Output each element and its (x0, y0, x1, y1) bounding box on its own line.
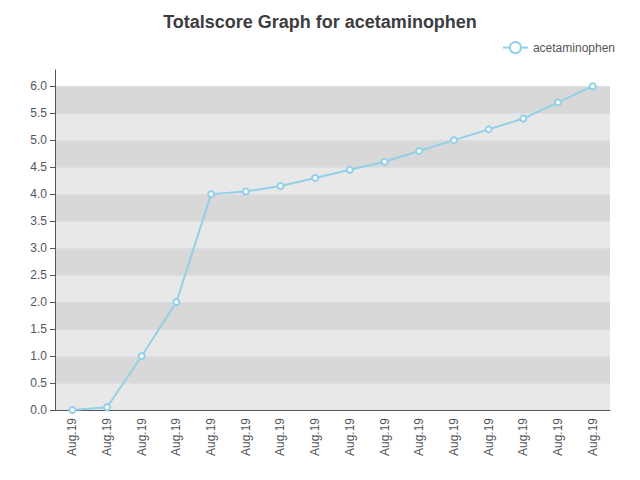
svg-text:Aug.19: Aug.19 (551, 418, 565, 456)
svg-text:2.5: 2.5 (30, 268, 47, 282)
svg-text:Aug.19: Aug.19 (516, 418, 530, 456)
svg-text:Aug.19: Aug.19 (239, 418, 253, 456)
svg-text:Totalscore Graph for acetamino: Totalscore Graph for acetaminophen (163, 12, 477, 32)
svg-text:3.0: 3.0 (30, 241, 47, 255)
svg-text:Aug.19: Aug.19 (204, 418, 218, 456)
svg-text:Aug.19: Aug.19 (343, 418, 357, 456)
svg-text:Aug.19: Aug.19 (169, 418, 183, 456)
svg-text:Aug.19: Aug.19 (135, 418, 149, 456)
svg-text:Aug.19: Aug.19 (273, 418, 287, 456)
svg-text:5.0: 5.0 (30, 133, 47, 147)
svg-text:3.5: 3.5 (30, 214, 47, 228)
svg-text:2.0: 2.0 (30, 295, 47, 309)
svg-text:6.0: 6.0 (30, 79, 47, 93)
svg-text:Aug.19: Aug.19 (378, 418, 392, 456)
svg-text:0.5: 0.5 (30, 376, 47, 390)
svg-text:4.0: 4.0 (30, 187, 47, 201)
svg-text:Aug.19: Aug.19 (308, 418, 322, 456)
svg-text:4.5: 4.5 (30, 160, 47, 174)
svg-text:0.0: 0.0 (30, 403, 47, 417)
svg-text:1.5: 1.5 (30, 322, 47, 336)
svg-text:5.5: 5.5 (30, 106, 47, 120)
svg-text:Aug.19: Aug.19 (482, 418, 496, 456)
svg-text:Aug.19: Aug.19 (447, 418, 461, 456)
svg-text:acetaminophen: acetaminophen (533, 41, 615, 55)
svg-text:1.0: 1.0 (30, 349, 47, 363)
svg-text:Aug.19: Aug.19 (65, 418, 79, 456)
svg-text:Aug.19: Aug.19 (586, 418, 600, 456)
svg-text:Aug.19: Aug.19 (412, 418, 426, 456)
svg-text:Aug.19: Aug.19 (100, 418, 114, 456)
